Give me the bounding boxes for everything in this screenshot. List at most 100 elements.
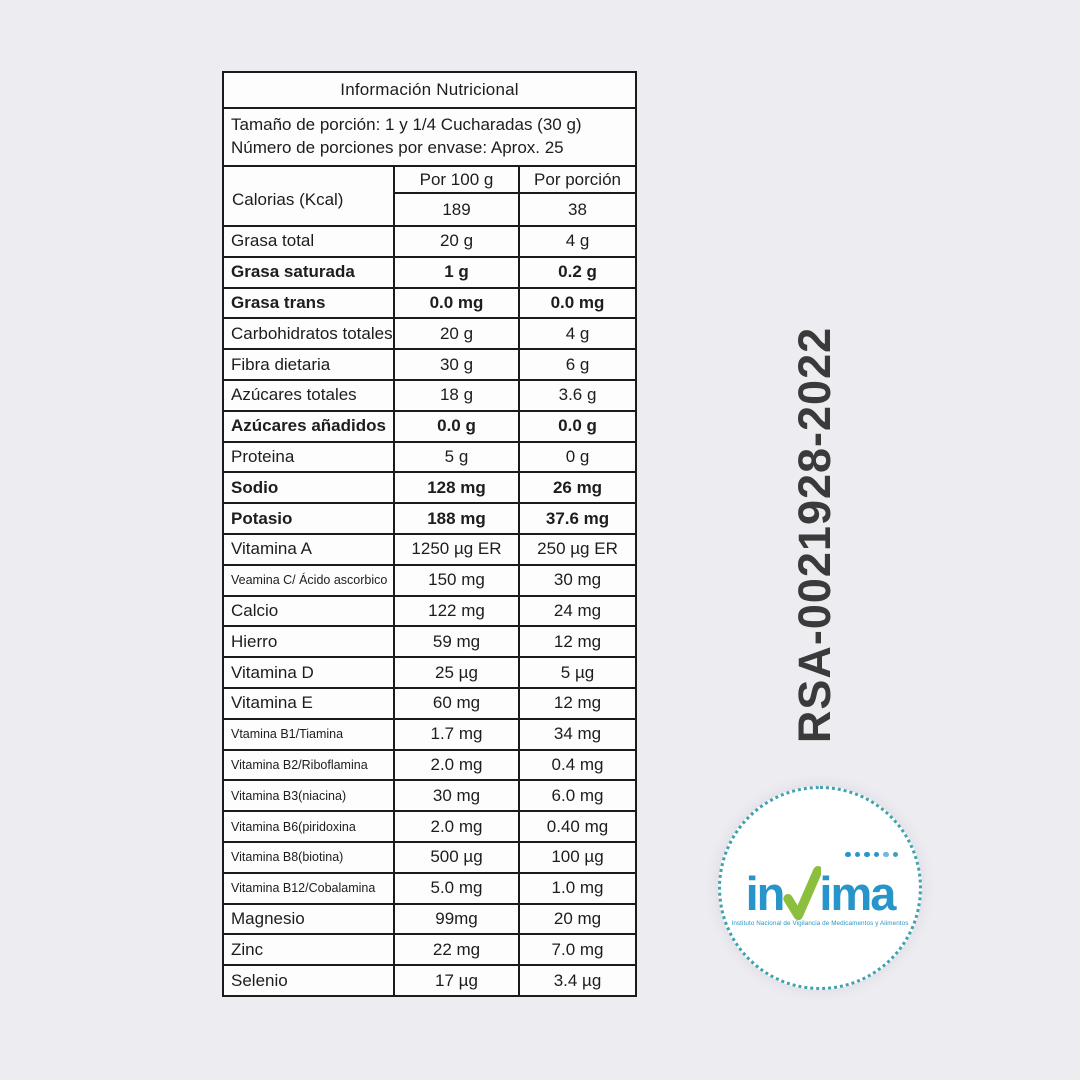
row-value-per100: 2.0 mg: [393, 810, 520, 843]
row-value-portion: 34 mg: [517, 717, 638, 751]
table-row: Azúcares totales 18 g 3.6 g: [222, 378, 638, 412]
row-value-portion: 12 mg: [517, 625, 638, 659]
row-value-portion: 12 mg: [517, 686, 638, 720]
row-value-portion: 6 g: [517, 348, 638, 381]
table-row: Vitamina A 1250 µg ER 250 µg ER: [222, 532, 638, 566]
row-value-portion: 4 g: [517, 225, 638, 258]
table-row: Veamina C/ Ácido ascorbico 150 mg 30 mg: [222, 563, 638, 597]
row-label: Azúcares totales: [222, 378, 395, 412]
row-value-per100: 5.0 mg: [393, 871, 520, 905]
table-row: Vitamina E 60 mg 12 mg: [222, 686, 638, 720]
row-value-portion: 7.0 mg: [517, 933, 638, 967]
row-value-per100: 1 g: [393, 255, 520, 289]
row-value-per100: 30 g: [393, 348, 520, 381]
serving-info: Tamaño de porción: 1 y 1/4 Cucharadas (3…: [221, 107, 638, 167]
row-value-portion: 1.0 mg: [517, 871, 638, 905]
table-row: Calcio 122 mg 24 mg: [222, 594, 638, 628]
row-value-portion: 0.40 mg: [517, 810, 638, 843]
row-value-per100: 18 g: [393, 378, 520, 412]
nutrition-table: Información Nutricional Tamaño de porció…: [221, 71, 638, 997]
row-value-portion: 30 mg: [517, 563, 638, 597]
invima-logo-badge: in ima Instituto Nacional de Vigilancia …: [718, 786, 922, 990]
row-value-per100: 1.7 mg: [393, 717, 520, 751]
calories-value-row: 189 38: [223, 192, 638, 227]
row-value-per100: 0.0 mg: [393, 286, 520, 320]
row-label: Vitamina B6(piridoxina: [222, 810, 395, 843]
row-value-portion: 24 mg: [517, 594, 638, 628]
row-value-per100: 99mg: [393, 902, 520, 936]
column-header-row: Calorias (Kcal) Por 100 g Por porción: [222, 165, 638, 227]
row-value-per100: 60 mg: [393, 686, 520, 720]
col-header-portion: Por porción: [517, 165, 638, 194]
row-label: Vitamina E: [222, 686, 395, 720]
table-row: Potasio 188 mg 37.6 mg: [222, 502, 638, 535]
row-label: Vitamina B12/Cobalamina: [222, 871, 395, 905]
row-value-portion: 5 µg: [517, 656, 638, 689]
row-value-per100: 20 g: [393, 317, 520, 351]
table-row: Vitamina B6(piridoxina 2.0 mg 0.40 mg: [222, 810, 638, 843]
invima-subtext: Instituto Nacional de Vigilancia de Medi…: [731, 919, 909, 927]
row-label: Potasio: [222, 502, 395, 535]
table-row: Vitamina B12/Cobalamina 5.0 mg 1.0 mg: [222, 871, 638, 905]
row-label: Grasa total: [222, 225, 395, 258]
table-row: Magnesio 99mg 20 mg: [222, 902, 638, 936]
row-value-per100: 5 g: [393, 440, 520, 474]
calories-per100-value: 189: [393, 192, 520, 227]
row-value-portion: 0.4 mg: [517, 748, 638, 782]
table-row: Hierro 59 mg 12 mg: [222, 625, 638, 659]
table-row: Selenio 17 µg 3.4 µg: [222, 964, 638, 997]
row-value-per100: 500 µg: [393, 840, 520, 874]
row-value-portion: 250 µg ER: [517, 532, 638, 566]
row-label: Azúcares añadidos: [222, 409, 395, 443]
row-value-per100: 59 mg: [393, 625, 520, 659]
table-row: Sodio 128 mg 26 mg: [222, 471, 638, 505]
invima-wordmark: in ima: [746, 851, 899, 920]
row-label: Zinc: [222, 933, 395, 967]
row-value-per100: 2.0 mg: [393, 748, 520, 782]
row-label: Vitamina B2/Riboflamina: [222, 748, 395, 782]
row-value-per100: 0.0 g: [393, 409, 520, 443]
row-value-per100: 20 g: [393, 225, 520, 258]
row-label: Vitamina B3(niacina): [222, 779, 395, 813]
table-row: Vitamina D 25 µg 5 µg: [222, 656, 638, 689]
row-label: Carbohidratos totales: [222, 317, 395, 351]
row-value-portion: 37.6 mg: [517, 502, 638, 535]
table-row: Azúcares añadidos 0.0 g 0.0 g: [222, 409, 638, 443]
row-label: Calcio: [222, 594, 395, 628]
col-header-per100: Por 100 g: [393, 165, 520, 194]
nutrition-facts-panel: Información Nutricional Tamaño de porció…: [221, 71, 638, 997]
row-label: Vitamina D: [222, 656, 395, 689]
table-row: Vitamina B8(biotina) 500 µg 100 µg: [222, 840, 638, 874]
row-value-portion: 0.0 g: [517, 409, 638, 443]
row-label: Sodio: [222, 471, 395, 505]
row-label: Grasa trans: [222, 286, 395, 320]
table-title-row: Información Nutricional: [221, 71, 638, 109]
row-value-portion: 3.6 g: [517, 378, 638, 412]
check-icon: [783, 865, 822, 920]
row-value-portion: 0.0 mg: [517, 286, 638, 320]
row-value-per100: 17 µg: [393, 964, 520, 997]
row-label: Proteina: [222, 440, 395, 474]
row-label: Selenio: [222, 964, 395, 997]
row-value-portion: 3.4 µg: [517, 964, 638, 997]
row-label: Grasa saturada: [222, 255, 395, 289]
table-row: Vtamina B1/Tiamina 1.7 mg 34 mg: [222, 717, 638, 751]
row-value-per100: 122 mg: [393, 594, 520, 628]
table-row: Vitamina B2/Riboflamina 2.0 mg 0.4 mg: [222, 748, 638, 782]
row-value-per100: 1250 µg ER: [393, 532, 520, 566]
row-value-portion: 0 g: [517, 440, 638, 474]
row-value-per100: 128 mg: [393, 471, 520, 505]
row-value-per100: 22 mg: [393, 933, 520, 967]
rsa-registration-number: RSA-0021928-2022: [789, 326, 840, 744]
row-label: Vtamina B1/Tiamina: [222, 717, 395, 751]
row-value-per100: 150 mg: [393, 563, 520, 597]
row-value-per100: 188 mg: [393, 502, 520, 535]
row-value-portion: 4 g: [517, 317, 638, 351]
table-title: Información Nutricional: [221, 71, 638, 109]
